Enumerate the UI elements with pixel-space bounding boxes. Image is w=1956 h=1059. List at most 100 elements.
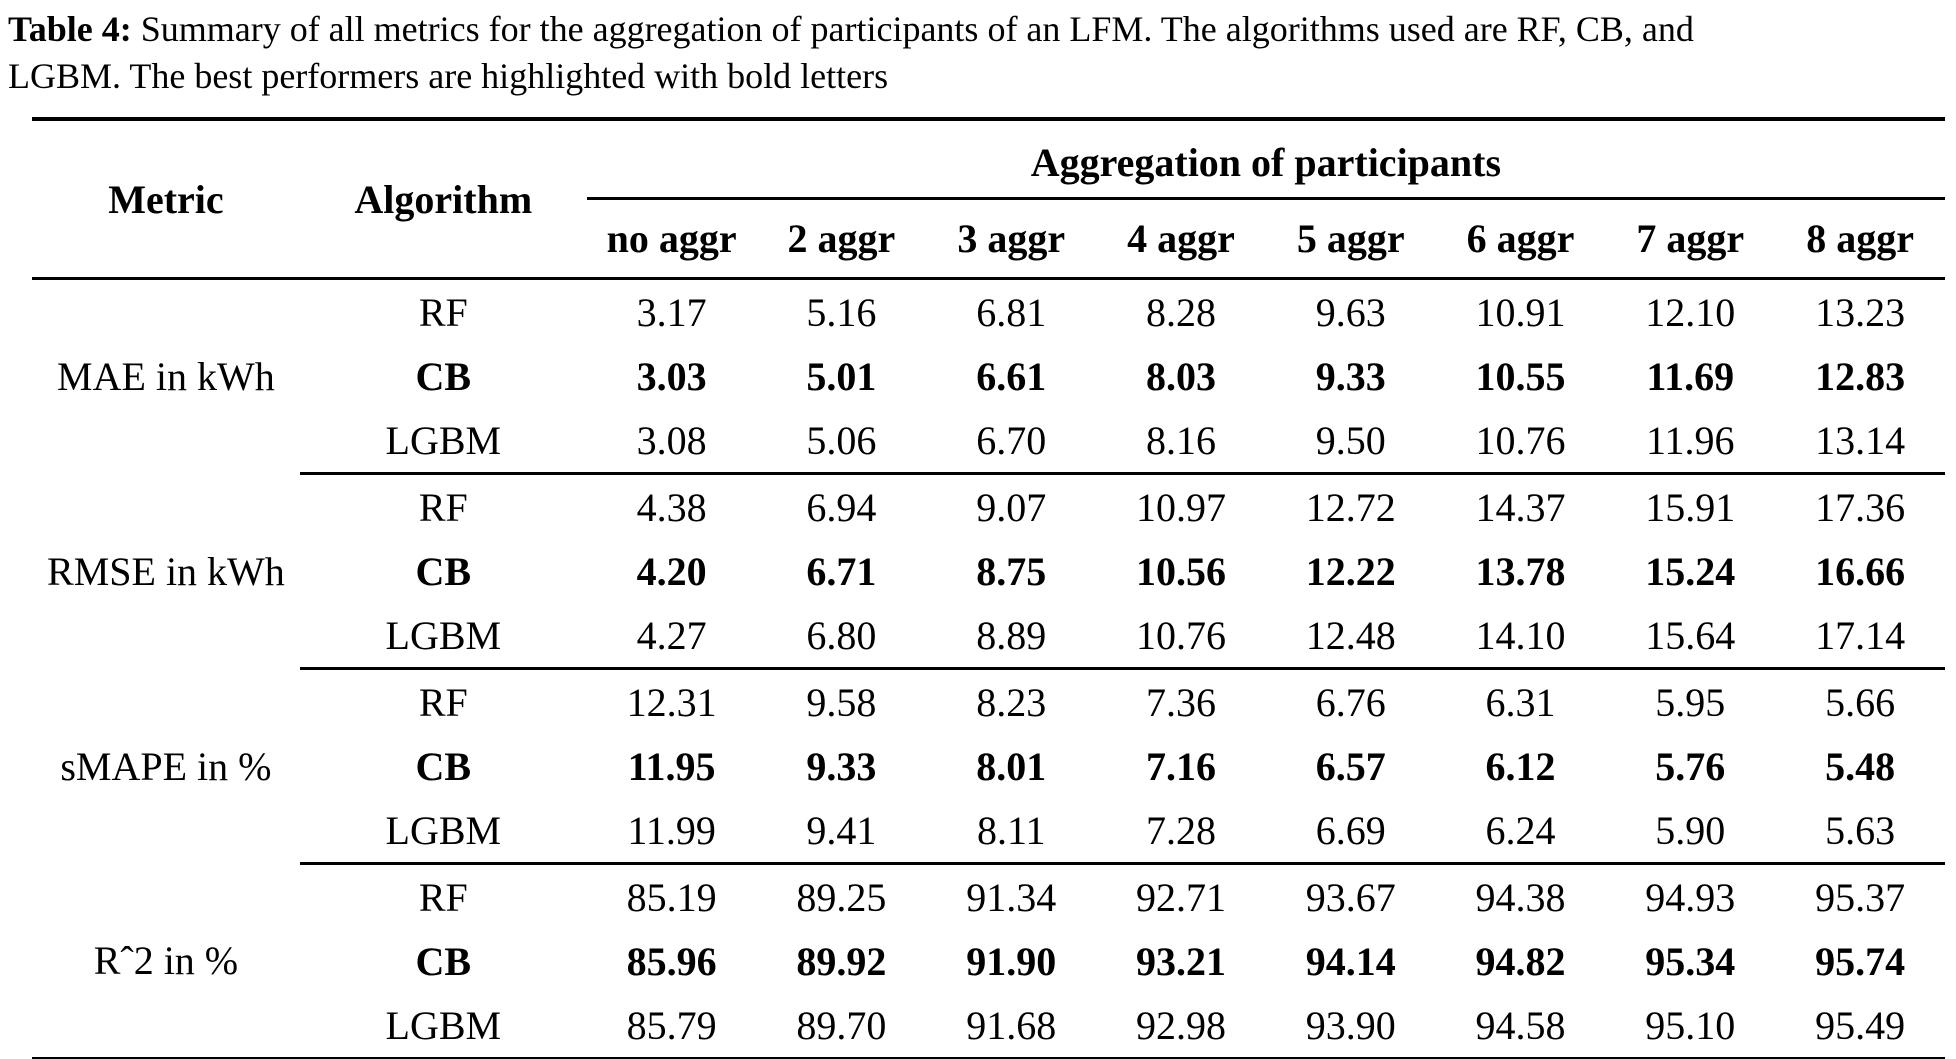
metric-value: 93.21 — [1135, 938, 1226, 984]
metric-value: 14.37 — [1475, 484, 1566, 530]
metric-value: 93.90 — [1305, 1002, 1396, 1048]
metric-value: 9.07 — [976, 484, 1047, 530]
table-row: CB 11.95 9.33 8.01 7.16 6.57 6.12 5.76 5.48 — [32, 734, 1945, 798]
column-header-5-aggr: 5 aggr — [1265, 198, 1436, 280]
table-row: Rˆ2 in % RF 85.19 89.25 91.34 92.71 93.67 94.38… — [32, 864, 1945, 983]
metric-group: MAE in kWh RF 3.17 5.16 6.81 8.28 9.63 10.91 12.… — [32, 279, 1945, 475]
metric-value: 92.71 — [1135, 874, 1226, 920]
metric-value: 5.48 — [1825, 743, 1896, 789]
metric-value: 8.01 — [976, 743, 1047, 789]
metric-value: 9.33 — [806, 743, 877, 789]
metric-value: 8.28 — [1145, 289, 1216, 335]
table-header: Metric Algorithm Aggregation of particip… — [32, 119, 1945, 280]
metric-value: 3.17 — [636, 289, 707, 335]
table-caption: Table 4: Summary of all metrics for the … — [8, 6, 1948, 100]
metric-value: 6.61 — [976, 353, 1047, 399]
metric-value: 4.20 — [636, 548, 707, 594]
metric-value: 13.78 — [1475, 548, 1566, 594]
metric-value: 85.19 — [626, 874, 717, 920]
algorithm-label: LGBM — [385, 1002, 502, 1048]
table-row: MAE in kWh RF 3.17 5.16 6.81 8.28 9.63 10.91 12.… — [32, 279, 1945, 400]
header-row-top: Metric Algorithm Aggregation of particip… — [32, 119, 1945, 280]
metric-value: 95.10 — [1645, 1002, 1736, 1048]
metric-value: 15.91 — [1645, 484, 1736, 530]
metric-value: 4.27 — [586, 603, 757, 670]
table-caption-text-1: Summary of all metrics for the aggregati… — [131, 9, 1694, 49]
metric-value: 94.82 — [1475, 938, 1566, 984]
metric-value: 9.58 — [806, 679, 877, 725]
algorithm-label: RF — [418, 679, 468, 725]
metric-value: 91.68 — [966, 1002, 1057, 1048]
aggregation-header-row: no aggr 2 aggr 3 aggr 4 aggr 5 aggr 6 aggr 7 a… — [32, 198, 1945, 280]
metric-value: 95.34 — [1645, 938, 1736, 984]
metric-value: 7.16 — [1145, 743, 1216, 789]
metric-group: sMAPE in % RF 12.31 9.58 8.23 7.36 6.76 6.31 5.9… — [32, 669, 1945, 865]
table-row: LGBM 85.79 89.70 91.68 92.98 93.90 94.58 95.10 9… — [32, 993, 1945, 1059]
metric-value: 8.03 — [1145, 353, 1216, 399]
table-caption-label: Table 4: — [8, 9, 132, 49]
algorithm-label: RF — [418, 484, 468, 530]
metric-value: 10.76 — [1096, 603, 1266, 670]
table-row: CB 85.96 89.92 91.90 93.21 94.14 94.82 95.34 95.… — [32, 929, 1945, 993]
metric-value: 10.91 — [1475, 289, 1566, 335]
metric-label: MAE in kWh — [57, 354, 275, 400]
metric-value: 12.10 — [1645, 289, 1736, 335]
metric-value: 3.08 — [586, 408, 757, 475]
metric-value: 92.98 — [1135, 1002, 1226, 1048]
algorithm-label: CB — [415, 938, 472, 984]
algorithm-label: LGBM — [299, 603, 587, 670]
metric-value: 11.95 — [627, 743, 716, 789]
metric-value: 6.12 — [1485, 743, 1556, 789]
algorithm-label: RF — [418, 874, 468, 920]
metric-value: 5.63 — [1775, 798, 1945, 865]
metric-value: 15.24 — [1645, 548, 1736, 594]
table-row: RMSE in kWh RF 4.38 6.94 9.07 10.97 12.72 14.37… — [32, 474, 1945, 594]
metric-value: 9.50 — [1265, 408, 1436, 475]
column-header-3-aggr: 3 aggr — [926, 198, 1097, 280]
metric-value: 94.58 — [1475, 1002, 1566, 1048]
metric-value: 6.31 — [1485, 679, 1556, 725]
metric-value: 9.63 — [1315, 289, 1386, 335]
metric-value: 91.90 — [966, 938, 1057, 984]
metric-value: 9.33 — [1315, 353, 1386, 399]
metric-value: 13.23 — [1815, 289, 1906, 335]
metric-value: 6.94 — [806, 484, 877, 530]
metric-value: 89.92 — [796, 938, 887, 984]
table-row: LGBM 4.27 6.80 8.89 10.76 12.48 14.10 15.64 17.1… — [32, 603, 1945, 670]
metric-value: 8.89 — [926, 603, 1097, 670]
column-header-algorithm: Algorithm — [299, 119, 587, 280]
metric-value: 5.90 — [1605, 798, 1776, 865]
metric-value: 85.79 — [626, 1002, 717, 1048]
table-row: CB 3.03 5.01 6.61 8.03 9.33 10.55 11.69 12.83 — [32, 344, 1945, 408]
metric-value: 13.14 — [1775, 408, 1945, 475]
metric-value: 14.10 — [1435, 603, 1606, 670]
metric-value: 12.31 — [626, 679, 717, 725]
metric-value: 17.36 — [1815, 484, 1906, 530]
metric-value: 15.64 — [1605, 603, 1776, 670]
metric-value: 12.83 — [1815, 353, 1906, 399]
table-caption-text-2: LGBM. The best performers are highlighte… — [8, 56, 889, 96]
metric-value: 5.01 — [806, 353, 877, 399]
metric-value: 94.38 — [1475, 874, 1566, 920]
metric-value: 12.72 — [1305, 484, 1396, 530]
column-group-header-aggregation: Aggregation of participants — [586, 119, 1945, 200]
metric-value: 12.22 — [1305, 548, 1396, 594]
metric-group: RMSE in kWh RF 4.38 6.94 9.07 10.97 12.72 14.37… — [32, 474, 1945, 670]
column-header-2-aggr: 2 aggr — [756, 198, 927, 280]
algorithm-label: LGBM — [299, 408, 587, 475]
metric-value: 7.28 — [1096, 798, 1266, 865]
metric-value: 11.96 — [1605, 408, 1776, 475]
metric-value: 8.75 — [976, 548, 1047, 594]
metric-value: 6.24 — [1435, 798, 1606, 865]
metric-value: 17.14 — [1775, 603, 1945, 670]
metric-value: 6.71 — [806, 548, 877, 594]
metric-value: 11.99 — [586, 798, 757, 865]
table-row: sMAPE in % RF 12.31 9.58 8.23 7.36 6.76 6.31 5.9… — [32, 669, 1945, 789]
metric-value: 16.66 — [1815, 548, 1906, 594]
metric-value: 11.69 — [1646, 353, 1735, 399]
metric-label: RMSE in kWh — [47, 548, 285, 594]
column-header-7-aggr: 7 aggr — [1605, 198, 1776, 280]
table-row: LGBM 11.99 9.41 8.11 7.28 6.69 6.24 5.90 5.63 — [32, 798, 1945, 865]
metric-value: 8.11 — [926, 798, 1097, 865]
